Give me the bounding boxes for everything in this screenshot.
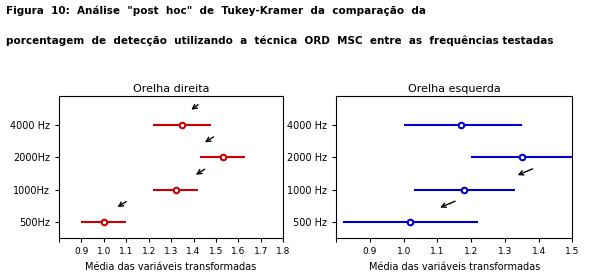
Title: Orelha esquerda: Orelha esquerda xyxy=(408,84,501,94)
X-axis label: Média das variáveis transformadas: Média das variáveis transformadas xyxy=(86,262,257,272)
Text: porcentagem  de  detecção  utilizando  a  técnica  ORD  MSC  entre  as  frequênc: porcentagem de detecção utilizando a téc… xyxy=(6,36,553,46)
Text: Figura  10:  Análise  "post  hoc"  de  Tukey-Kramer  da  comparação  da: Figura 10: Análise "post hoc" de Tukey-K… xyxy=(6,5,426,16)
X-axis label: Média das variáveis transformadas: Média das variáveis transformadas xyxy=(369,262,540,272)
Title: Orelha direita: Orelha direita xyxy=(133,84,209,94)
